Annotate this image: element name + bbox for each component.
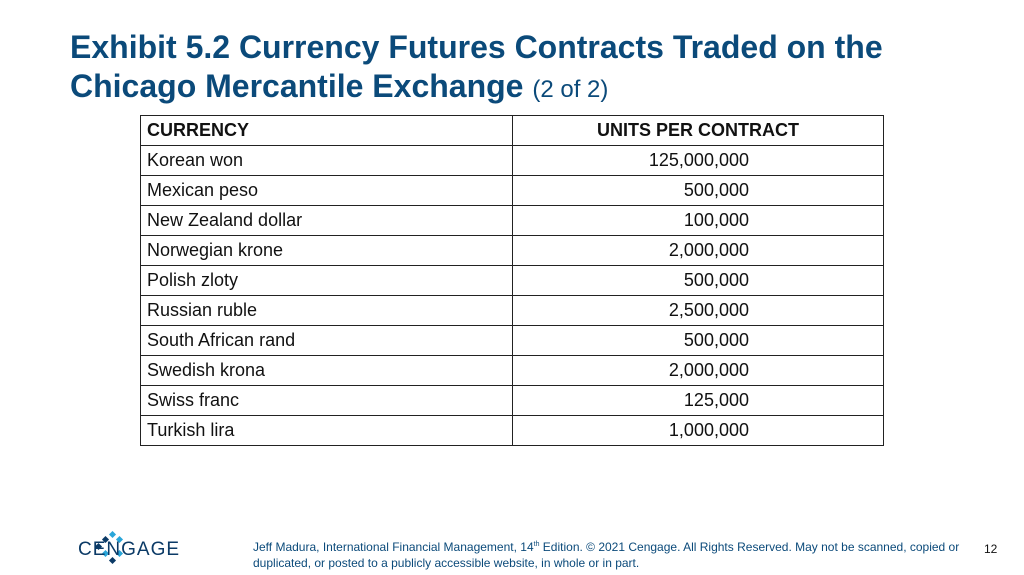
table-row: South African rand 500,000 [140, 325, 884, 356]
units-cell: 125,000 [512, 385, 884, 416]
currency-cell: Mexican peso [140, 175, 513, 206]
units-cell: 500,000 [512, 175, 884, 206]
table-row: New Zealand dollar 100,000 [140, 205, 884, 236]
units-cell: 500,000 [512, 265, 884, 296]
table-row: Norwegian krone 2,000,000 [140, 235, 884, 266]
table-row: Polish zloty 500,000 [140, 265, 884, 296]
futures-table: CURRENCY UNITS PER CONTRACT Korean won 12… [140, 115, 884, 446]
slide-title-main: Exhibit 5.2 Currency Futures Contracts T… [70, 29, 883, 104]
currency-cell: Russian ruble [140, 295, 513, 326]
table-header-row: CURRENCY UNITS PER CONTRACT [140, 115, 884, 146]
currency-cell: Korean won [140, 145, 513, 176]
table-row: Swedish krona 2,000,000 [140, 355, 884, 386]
units-cell: 500,000 [512, 325, 884, 356]
currency-cell: Norwegian krone [140, 235, 513, 266]
footer-citation: Jeff Madura, International Financial Man… [253, 537, 965, 571]
units-cell: 2,500,000 [512, 295, 884, 326]
currency-cell: South African rand [140, 325, 513, 356]
citation-superscript: th [533, 541, 540, 548]
logo-text: CENGAGE [78, 539, 181, 560]
units-cell: 100,000 [512, 205, 884, 236]
cengage-logo-icon [94, 531, 124, 565]
currency-cell: Swedish krona [140, 355, 513, 386]
table-row: Korean won 125,000,000 [140, 145, 884, 176]
currency-cell: Turkish lira [140, 415, 513, 446]
table-row: Swiss franc 125,000 [140, 385, 884, 416]
units-cell: 2,000,000 [512, 355, 884, 386]
currency-cell: New Zealand dollar [140, 205, 513, 236]
table-row: Turkish lira 1,000,000 [140, 415, 884, 446]
page-number: 12 [984, 542, 998, 556]
currency-cell: Swiss franc [140, 385, 513, 416]
header-units: UNITS PER CONTRACT [512, 115, 884, 146]
table-row: Russian ruble 2,500,000 [140, 295, 884, 326]
units-cell: 2,000,000 [512, 235, 884, 266]
slide-title: Exhibit 5.2 Currency Futures Contracts T… [70, 28, 990, 109]
units-cell: 1,000,000 [512, 415, 884, 446]
slide-title-sub: (2 of 2) [532, 76, 609, 103]
currency-cell: Polish zloty [140, 265, 513, 296]
citation-text-pre: Jeff Madura, International Financial Man… [253, 540, 534, 554]
table-row: Mexican peso 500,000 [140, 175, 884, 206]
citation-text-post: Edition. © 2021 Cengage. All Rights Rese… [253, 540, 960, 570]
header-currency: CURRENCY [140, 115, 513, 146]
units-cell: 125,000,000 [512, 145, 884, 176]
